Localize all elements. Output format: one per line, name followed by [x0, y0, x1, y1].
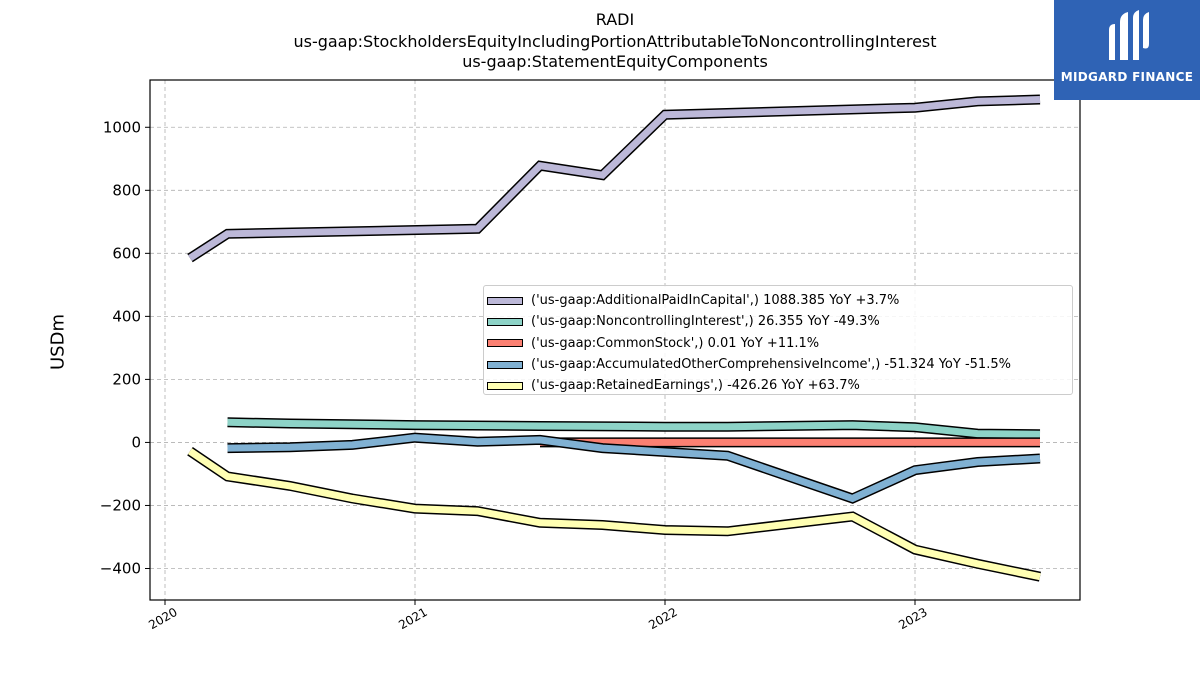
- logo-mark-icon: [1109, 10, 1149, 60]
- legend-item: ('us-gaap:AccumulatedOtherComprehensiveI…: [484, 354, 1072, 375]
- y-axis-label: USDm: [47, 314, 69, 370]
- y-tick-label: 400: [112, 307, 141, 325]
- logo-text: MIDGARD FINANCE: [1060, 70, 1194, 84]
- chart-title-line2: us-gaap:StockholdersEquityIncludingPorti…: [293, 32, 937, 51]
- y-tick-label: −200: [100, 496, 141, 514]
- y-tick-label: 800: [112, 181, 141, 199]
- legend-item: ('us-gaap:RetainedEarnings',) -426.26 Yo…: [484, 375, 1072, 396]
- legend: ('us-gaap:AdditionalPaidInCapital',) 108…: [483, 285, 1073, 395]
- legend-item: ('us-gaap:CommonStock',) 0.01 YoY +11.1%: [484, 333, 1072, 354]
- legend-label: ('us-gaap:NoncontrollingInterest',) 26.3…: [531, 314, 880, 330]
- plot-frame: [149, 79, 1081, 601]
- legend-item: ('us-gaap:AdditionalPaidInCapital',) 108…: [484, 290, 1072, 311]
- x-tick-label: 2023: [896, 605, 929, 632]
- y-tick-label: 1000: [103, 118, 141, 136]
- legend-item: ('us-gaap:NoncontrollingInterest',) 26.3…: [484, 311, 1072, 332]
- series-lines: [187, 94, 1042, 582]
- y-tick-label: 200: [112, 370, 141, 388]
- x-tick-label: 2020: [146, 605, 179, 632]
- legend-label: ('us-gaap:CommonStock',) 0.01 YoY +11.1%: [531, 335, 820, 351]
- y-tick-label: 0: [131, 433, 141, 451]
- chart-title-line3: us-gaap:StatementEquityComponents: [462, 52, 768, 71]
- y-tick-label: 600: [112, 244, 141, 262]
- y-tick-label: −400: [100, 559, 141, 577]
- midgard-finance-logo: MIDGARD FINANCE: [1054, 0, 1200, 100]
- series-line: [188, 448, 1041, 581]
- legend-label: ('us-gaap:AdditionalPaidInCapital',) 108…: [531, 293, 900, 309]
- legend-label: ('us-gaap:RetainedEarnings',) -426.26 Yo…: [531, 378, 860, 394]
- chart-title-line1: RADI: [595, 10, 635, 29]
- series-line: [227, 418, 1041, 438]
- legend-swatch: [487, 381, 523, 390]
- x-tick-label: 2022: [646, 605, 679, 632]
- x-tick-label: 2021: [396, 605, 429, 632]
- legend-swatch: [487, 296, 523, 305]
- legend-swatch: [487, 317, 523, 326]
- series-line: [188, 96, 1041, 262]
- legend-swatch: [487, 339, 523, 348]
- legend-label: ('us-gaap:AccumulatedOtherComprehensiveI…: [531, 357, 1011, 373]
- series-line: [227, 434, 1041, 503]
- legend-swatch: [487, 360, 523, 369]
